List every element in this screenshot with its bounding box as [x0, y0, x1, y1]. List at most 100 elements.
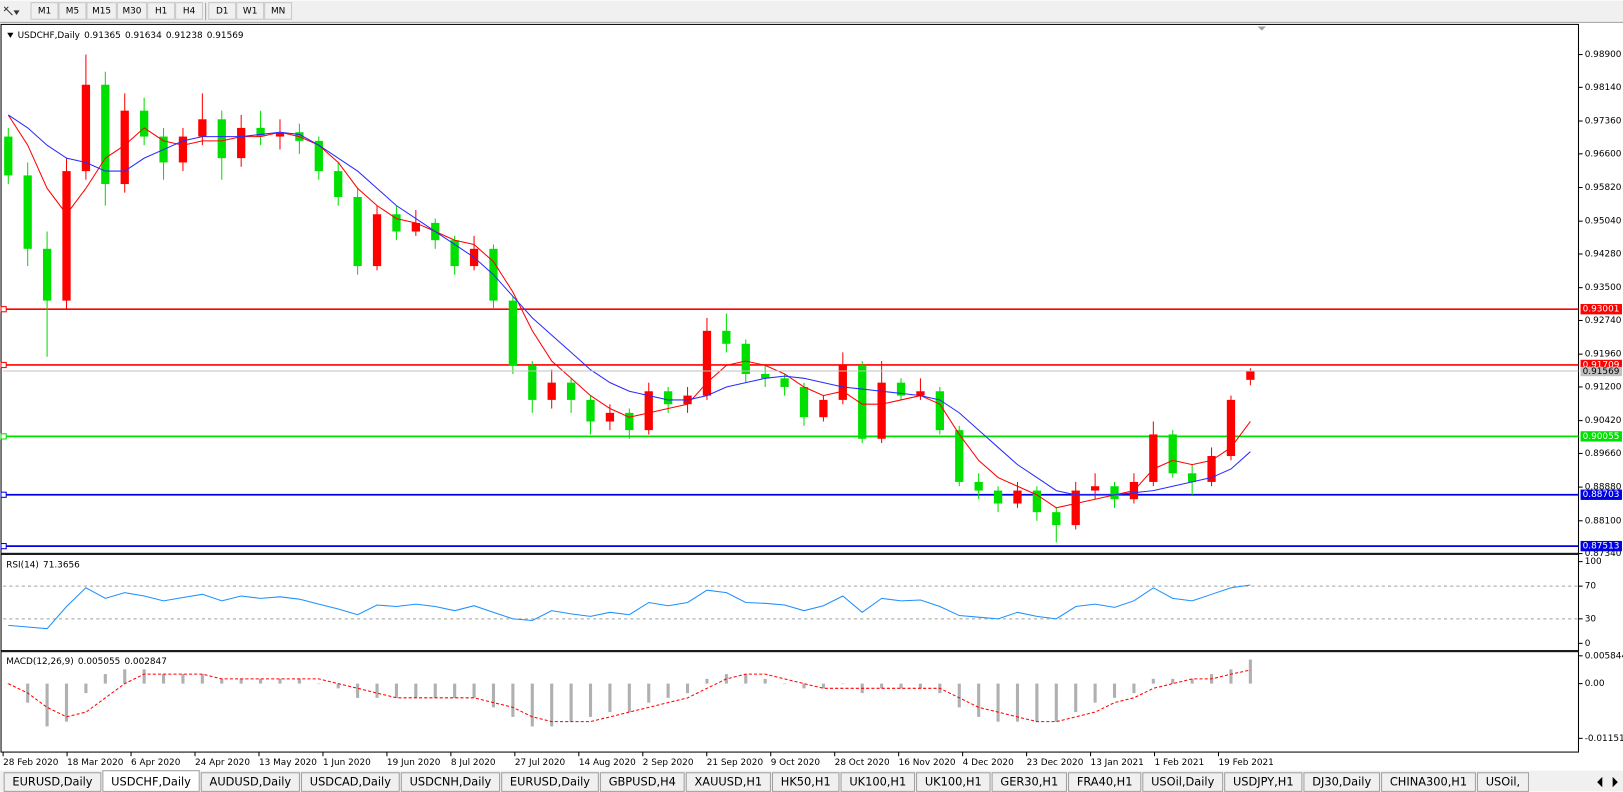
button-frame[interactable] — [58, 2, 87, 20]
tab-label[interactable]: USOil,Daily — [1151, 775, 1214, 789]
macd-bar — [705, 678, 709, 684]
tab-label[interactable]: CHINA300,H1 — [1390, 775, 1467, 789]
candle-body — [780, 378, 789, 387]
macd-bar — [511, 683, 515, 717]
macd-bar — [880, 683, 884, 689]
tab-label[interactable]: EURUSD,Daily — [510, 775, 590, 789]
tab-frame[interactable] — [1381, 772, 1476, 792]
button-frame[interactable] — [30, 2, 59, 20]
timeframe-button[interactable]: H1 — [147, 2, 176, 20]
chart-tab[interactable]: USDCNH,Daily — [400, 772, 501, 792]
toolbar-icon[interactable] — [3, 6, 20, 16]
tab-frame[interactable] — [102, 770, 200, 792]
button-label[interactable]: M1 — [38, 6, 51, 16]
tab-label[interactable]: USDCHF,Daily — [111, 775, 191, 789]
tab-label[interactable]: DJ30,Daily — [1312, 775, 1371, 789]
candle-body — [1226, 399, 1236, 457]
button-label[interactable]: M5 — [66, 6, 79, 16]
chart-header: USDCHF,Daily 0.91365 0.91634 0.91238 0.91569 — [18, 30, 244, 40]
chart-tab[interactable]: USOil,Daily — [1142, 772, 1224, 792]
timeframe-button[interactable]: D1 — [208, 2, 237, 20]
button-label[interactable]: MN — [271, 6, 285, 16]
tab-label[interactable]: UK100,H1 — [849, 775, 906, 789]
tab-frame[interactable] — [1068, 772, 1142, 792]
tab-frame[interactable] — [916, 772, 991, 792]
tab-label[interactable]: USDJPY,H1 — [1233, 775, 1294, 789]
tab-frame[interactable] — [1224, 772, 1303, 792]
chart-tab[interactable]: USDJPY,H1 — [1224, 772, 1303, 792]
tab-frame[interactable] — [400, 772, 501, 792]
tab-frame[interactable] — [501, 772, 599, 792]
tab-frame[interactable] — [599, 772, 685, 792]
x-tick-label: 27 Jul 2020 — [515, 758, 566, 768]
tab-frame[interactable] — [200, 772, 300, 792]
tab-label[interactable]: GBPUSD,H4 — [609, 775, 676, 789]
symbol-dropdown[interactable] — [7, 32, 14, 38]
button-frame[interactable] — [86, 2, 117, 20]
timeframe-button[interactable]: M15 — [86, 2, 117, 20]
button-label[interactable]: M30 — [122, 6, 141, 16]
tab-label[interactable]: FRA40,H1 — [1077, 775, 1133, 789]
macd-bar — [1035, 683, 1039, 722]
chart-tab[interactable]: FRA40,H1 — [1068, 772, 1142, 792]
chart-tab[interactable]: USDCHF,Daily — [102, 770, 200, 792]
timeframe-button[interactable]: M5 — [58, 2, 87, 20]
tab-frame[interactable] — [1303, 772, 1381, 792]
macd-bar — [278, 678, 282, 684]
x-tick-label: 2 Sep 2020 — [643, 758, 694, 768]
tab-label[interactable]: USOil, — [1486, 775, 1520, 789]
tab-label[interactable]: XAUUSD,H1 — [695, 775, 763, 789]
chart-tab[interactable]: GBPUSD,H4 — [599, 772, 685, 792]
timeframe-button[interactable]: M1 — [30, 2, 59, 20]
tab-label[interactable]: EURUSD,Daily — [12, 775, 92, 789]
timeframe-button[interactable]: H4 — [175, 2, 204, 20]
timeframe-button[interactable]: M30 — [116, 2, 148, 20]
candle-body — [275, 132, 285, 137]
macd-bar — [1190, 678, 1194, 684]
chart-tab[interactable]: DJ30,Daily — [1303, 772, 1381, 792]
chart-tab[interactable]: CHINA300,H1 — [1381, 772, 1476, 792]
button-frame[interactable] — [175, 2, 204, 20]
tab-frame[interactable] — [1476, 772, 1529, 792]
button-label[interactable]: W1 — [243, 6, 257, 16]
candle-body — [722, 330, 731, 344]
button-frame[interactable] — [208, 2, 237, 20]
tab-frame[interactable] — [300, 772, 400, 792]
tab-frame[interactable] — [3, 772, 102, 792]
chart-tab[interactable]: UK100,H1 — [916, 772, 991, 792]
timeframe-button[interactable]: W1 — [236, 2, 265, 20]
tab-frame[interactable] — [991, 772, 1067, 792]
x-tick-label: 21 Sep 2020 — [707, 758, 764, 768]
tab-label[interactable]: USDCNH,Daily — [410, 775, 492, 789]
chart-tab[interactable]: GER30,H1 — [991, 772, 1067, 792]
tab-frame[interactable] — [1142, 772, 1224, 792]
tab-frame[interactable] — [685, 772, 771, 792]
x-tick-label: 18 Mar 2020 — [67, 758, 124, 768]
chart-tab[interactable]: HK50,H1 — [771, 772, 840, 792]
button-label[interactable]: D1 — [216, 6, 229, 16]
button-frame[interactable] — [264, 2, 293, 20]
tab-label[interactable]: HK50,H1 — [781, 775, 831, 789]
button-frame[interactable] — [147, 2, 176, 20]
chart-tab[interactable]: XAUUSD,H1 — [685, 772, 771, 792]
button-frame[interactable] — [116, 2, 148, 20]
tab-label[interactable]: GER30,H1 — [1000, 775, 1058, 789]
chart-tab[interactable]: USOil, — [1476, 772, 1529, 792]
tab-label[interactable]: AUDUSD,Daily — [210, 775, 292, 789]
tab-frame[interactable] — [840, 772, 916, 792]
macd-panel — [0, 651, 1580, 753]
macd-bar — [84, 683, 88, 694]
button-label[interactable]: M15 — [92, 6, 111, 16]
chart-tab[interactable]: EURUSD,Daily — [501, 772, 599, 792]
tab-label[interactable]: UK100,H1 — [925, 775, 982, 789]
chart-tab[interactable]: AUDUSD,Daily — [200, 772, 300, 792]
chart-tab[interactable]: EURUSD,Daily — [3, 772, 102, 792]
button-label[interactable]: H1 — [155, 6, 167, 16]
button-frame[interactable] — [236, 2, 265, 20]
tab-label[interactable]: USDCAD,Daily — [310, 775, 391, 789]
button-label[interactable]: H4 — [183, 6, 196, 16]
timeframe-button[interactable]: MN — [264, 2, 293, 20]
tab-frame[interactable] — [771, 772, 840, 792]
chart-tab[interactable]: UK100,H1 — [840, 772, 916, 792]
chart-tab[interactable]: USDCAD,Daily — [300, 772, 400, 792]
